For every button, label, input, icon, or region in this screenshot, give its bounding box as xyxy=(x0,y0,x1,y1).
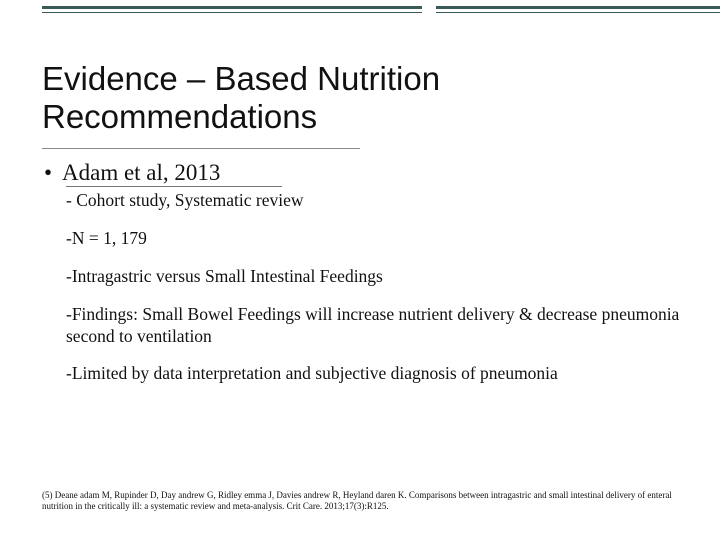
study-author-line: •Adam et al, 2013 xyxy=(44,160,680,186)
author-underline xyxy=(66,186,282,187)
slide-title: Evidence – Based Nutrition Recommendatio… xyxy=(42,60,680,136)
study-design: - Cohort study, Systematic review xyxy=(66,190,680,212)
slide-body: •Adam et al, 2013 - Cohort study, System… xyxy=(44,160,680,401)
study-findings: -Findings: Small Bowel Feedings will inc… xyxy=(66,304,680,348)
bullet-icon: • xyxy=(44,160,62,186)
title-underline xyxy=(42,148,360,149)
header-rule xyxy=(42,6,720,13)
study-comparison: -Intragastric versus Small Intestinal Fe… xyxy=(66,266,680,288)
citation-footnote: (5) Deane adam M, Rupinder D, Day andrew… xyxy=(42,490,688,513)
author-text: Adam et al, 2013 xyxy=(62,160,220,185)
study-limitation: -Limited by data interpretation and subj… xyxy=(66,363,680,385)
study-n: -N = 1, 179 xyxy=(66,228,680,250)
